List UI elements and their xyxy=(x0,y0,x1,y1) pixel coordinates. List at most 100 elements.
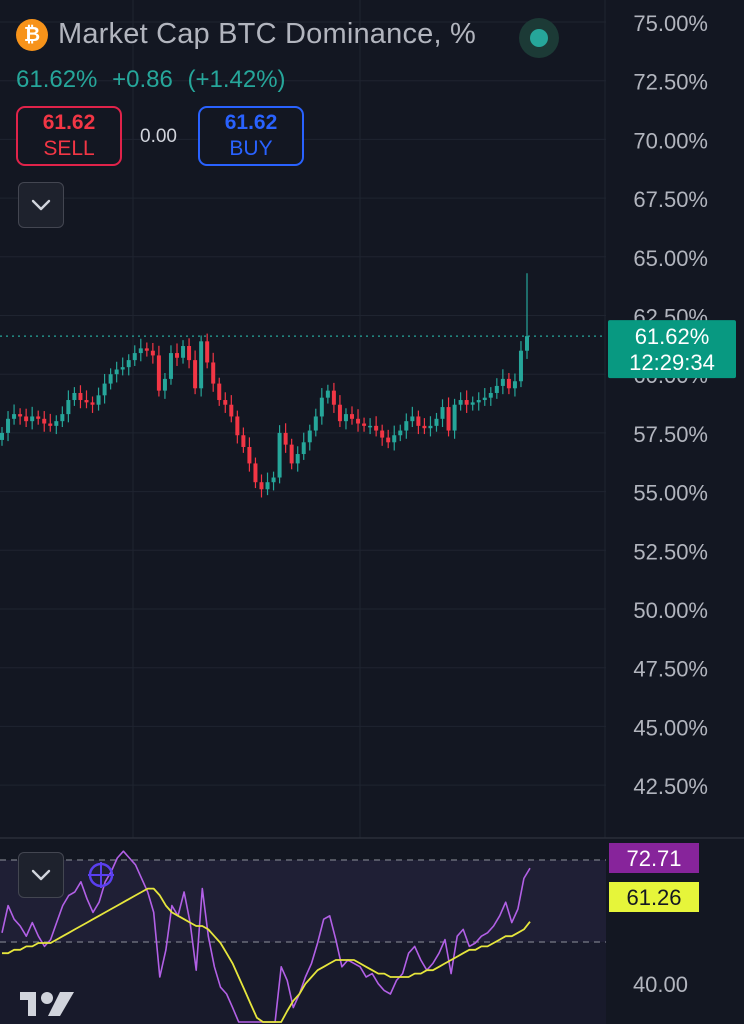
candle xyxy=(54,415,59,435)
price-tick-label: 50.00% xyxy=(633,598,708,623)
candle-body xyxy=(24,416,29,422)
candle-body xyxy=(265,482,270,490)
symbol-title[interactable]: Market Cap BTC Dominance, % xyxy=(58,18,476,50)
market-open-dot-icon xyxy=(530,29,548,47)
candle-body xyxy=(72,392,77,401)
candle xyxy=(476,392,481,411)
price-axis[interactable]: 75.00%72.50%70.00%67.50%65.00%62.50%60.0… xyxy=(633,11,708,799)
candle-body xyxy=(96,395,101,405)
current-price-badge xyxy=(608,320,736,379)
buy-button[interactable]: 61.62 BUY xyxy=(198,106,304,166)
candle-body xyxy=(283,432,288,445)
candle-body xyxy=(458,400,463,405)
candle xyxy=(356,409,361,432)
candle-body xyxy=(0,432,4,440)
candle-body xyxy=(84,400,89,403)
tradingview-logo-icon[interactable] xyxy=(20,990,80,1018)
candle-body xyxy=(410,416,415,422)
candle-body xyxy=(470,402,475,405)
candle xyxy=(114,361,119,383)
candle-body xyxy=(307,430,312,443)
candle xyxy=(199,335,204,397)
candle xyxy=(277,425,282,484)
candle-body xyxy=(30,416,35,422)
candle-body xyxy=(181,346,186,358)
candle-body xyxy=(428,425,433,429)
candle-body xyxy=(12,414,17,419)
candle xyxy=(175,343,179,366)
candle-body xyxy=(331,390,336,405)
candle-body xyxy=(512,381,517,389)
candle-body xyxy=(518,350,523,382)
candle-body xyxy=(446,407,451,431)
badges: 61.62%12:29:34 xyxy=(608,320,736,379)
candle xyxy=(295,446,300,472)
candle-body xyxy=(60,414,65,422)
candle-body xyxy=(337,404,342,422)
candle xyxy=(84,390,89,409)
candle xyxy=(205,333,210,369)
candle-body xyxy=(277,432,282,478)
candle xyxy=(494,378,499,399)
candle-body xyxy=(6,418,11,433)
candle xyxy=(337,395,342,428)
candle-body xyxy=(138,348,143,354)
buy-price: 61.62 xyxy=(224,111,278,134)
candle xyxy=(247,437,252,472)
candle-body xyxy=(271,477,276,483)
sell-label: SELL xyxy=(43,137,95,160)
candle xyxy=(488,387,493,406)
candle-body xyxy=(494,385,499,393)
candle xyxy=(138,338,143,362)
candle xyxy=(168,345,173,385)
candle-body xyxy=(229,404,234,417)
candle-body xyxy=(168,353,173,379)
rsi-ma-badge xyxy=(609,882,699,912)
candle-body xyxy=(476,400,481,403)
candle xyxy=(108,368,113,390)
candle-body xyxy=(48,423,53,426)
candle xyxy=(307,424,312,451)
candle xyxy=(440,399,445,428)
sell-button[interactable]: 61.62 SELL xyxy=(16,106,122,166)
drawing-anchor-icon[interactable] xyxy=(88,862,114,888)
candle xyxy=(392,425,397,451)
candle xyxy=(24,408,29,428)
candle xyxy=(259,474,264,498)
candle xyxy=(482,388,487,406)
price-tick-label: 75.00% xyxy=(633,11,708,36)
chevron-down-icon xyxy=(31,869,51,881)
candle-body xyxy=(217,383,222,401)
candle xyxy=(235,410,240,444)
candle xyxy=(313,408,318,437)
candle xyxy=(102,373,107,404)
candle-body xyxy=(187,346,192,361)
candle xyxy=(368,418,373,435)
candle xyxy=(410,406,415,428)
candle xyxy=(331,382,336,413)
collapse-legend-button[interactable] xyxy=(18,182,64,228)
rsi-ma-line xyxy=(2,887,531,1023)
candle xyxy=(241,427,246,453)
candle xyxy=(271,471,276,491)
candle-body xyxy=(464,400,469,405)
candle xyxy=(428,416,433,437)
last-value: 61.62% xyxy=(16,66,98,93)
candle xyxy=(265,472,270,496)
price-tick-label: 52.50% xyxy=(633,539,708,564)
rsi-pane[interactable]: 72.71 61.26 40.00 xyxy=(0,837,744,1024)
price-tick-label: 47.50% xyxy=(633,657,708,682)
candle xyxy=(78,385,83,409)
rsi-level-label: 40.00 xyxy=(633,972,688,997)
collapse-indicator-button[interactable] xyxy=(18,852,64,898)
market-status-indicator[interactable] xyxy=(519,18,559,58)
candle-body xyxy=(356,418,361,424)
chart-header: ₿ Market Cap BTC Dominance, % 61.62% +0.… xyxy=(16,18,559,93)
rsi-value-badge xyxy=(609,843,699,873)
candle xyxy=(126,354,131,376)
change-percent: (+1.42%) xyxy=(187,66,286,93)
candle-body xyxy=(253,463,258,483)
candle xyxy=(30,406,35,430)
candle-body xyxy=(350,414,354,419)
